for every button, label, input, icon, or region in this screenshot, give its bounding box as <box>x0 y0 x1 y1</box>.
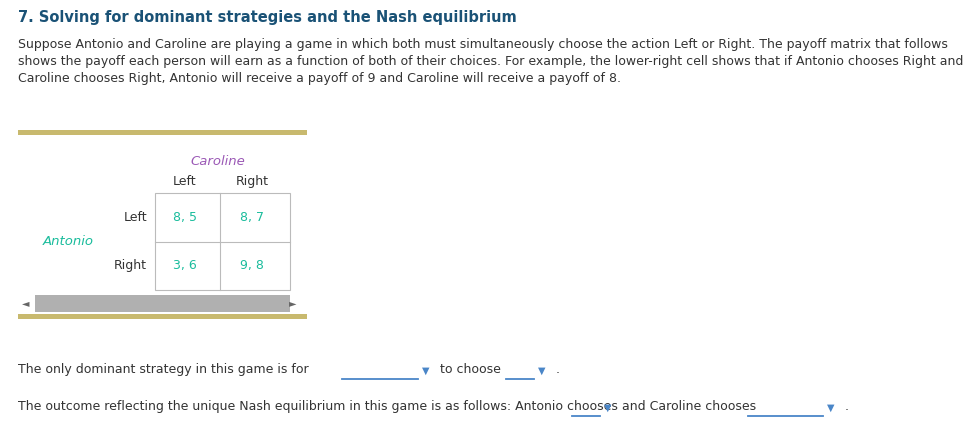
Text: 3, 6: 3, 6 <box>173 259 197 272</box>
Text: .: . <box>556 363 560 376</box>
Text: Left: Left <box>173 175 197 188</box>
Text: The only dominant strategy in this game is for: The only dominant strategy in this game … <box>18 363 309 376</box>
Text: Caroline chooses Right, Antonio will receive a payoff of 9 and Caroline will rec: Caroline chooses Right, Antonio will rec… <box>18 72 621 85</box>
Text: ▼: ▼ <box>604 403 612 413</box>
Text: ►: ► <box>288 298 296 309</box>
Text: ◄: ◄ <box>22 298 29 309</box>
Text: 9, 8: 9, 8 <box>240 259 264 272</box>
Text: and Caroline chooses: and Caroline chooses <box>622 400 756 413</box>
Text: Suppose Antonio and Caroline are playing a game in which both must simultaneousl: Suppose Antonio and Caroline are playing… <box>18 38 948 51</box>
Text: 8, 7: 8, 7 <box>240 211 264 224</box>
Bar <box>35 295 290 312</box>
Text: The outcome reflecting the unique Nash equilibrium in this game is as follows: A: The outcome reflecting the unique Nash e… <box>18 400 618 413</box>
Text: .: . <box>845 400 849 413</box>
Text: Right: Right <box>236 175 269 188</box>
Bar <box>155 193 290 290</box>
Text: Right: Right <box>114 259 147 272</box>
Text: 8, 5: 8, 5 <box>173 211 197 224</box>
Bar <box>18 130 307 135</box>
Text: ▼: ▼ <box>422 366 430 376</box>
Bar <box>18 314 307 319</box>
Text: Caroline: Caroline <box>191 155 245 168</box>
Text: to choose: to choose <box>440 363 501 376</box>
Text: shows the payoff each person will earn as a function of both of their choices. F: shows the payoff each person will earn a… <box>18 55 963 68</box>
Text: ▼: ▼ <box>538 366 545 376</box>
Text: 7. Solving for dominant strategies and the Nash equilibrium: 7. Solving for dominant strategies and t… <box>18 10 517 25</box>
Text: ▼: ▼ <box>827 403 835 413</box>
Text: Antonio: Antonio <box>43 235 94 248</box>
Text: Left: Left <box>124 211 147 224</box>
